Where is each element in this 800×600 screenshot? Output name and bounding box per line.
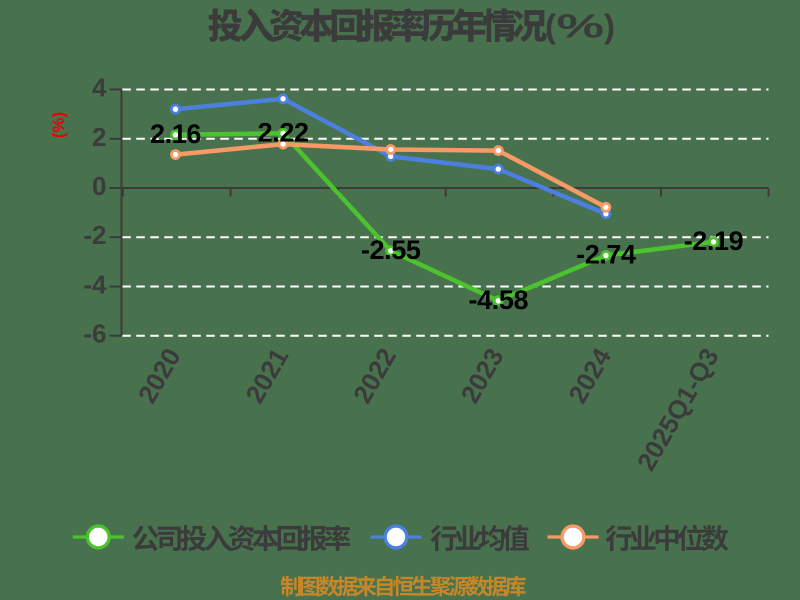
svg-text:-6: -6 (83, 319, 106, 349)
svg-text:4: 4 (92, 73, 107, 103)
svg-text:-2.19: -2.19 (684, 226, 744, 256)
svg-text:-2: -2 (83, 220, 106, 250)
svg-text:0: 0 (92, 171, 106, 201)
svg-text:%: % (557, 9, 605, 45)
svg-text:-4: -4 (83, 270, 107, 300)
svg-text:-4.58: -4.58 (469, 285, 529, 315)
svg-text:2: 2 (92, 122, 106, 152)
svg-text:(: ( (545, 8, 556, 45)
svg-text:-2.55: -2.55 (361, 235, 421, 265)
svg-text:(%): (%) (49, 112, 68, 138)
svg-text:): ) (604, 8, 615, 45)
svg-text:-2.74: -2.74 (576, 240, 636, 270)
svg-text:2.16: 2.16 (150, 119, 201, 149)
svg-text:2.22: 2.22 (258, 117, 309, 147)
